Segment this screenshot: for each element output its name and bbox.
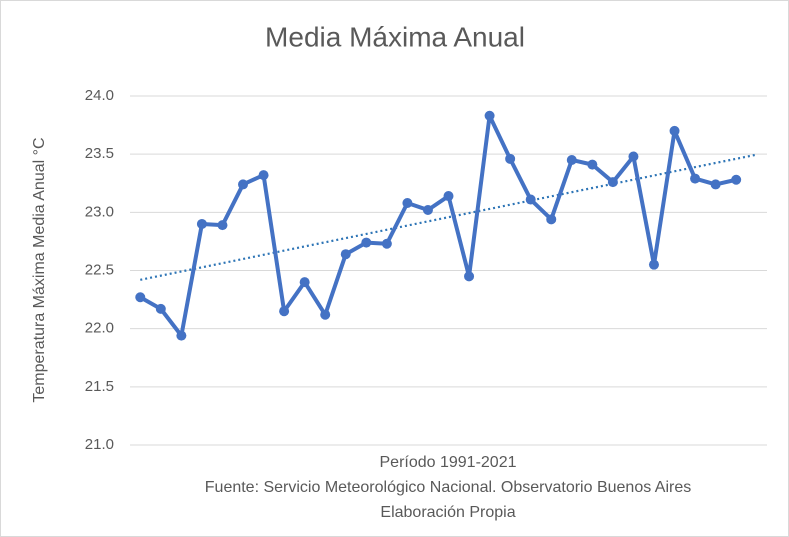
chart-title: Media Máxima Anual	[265, 21, 525, 52]
y-tick-label: 22.5	[85, 261, 114, 278]
data-point	[340, 249, 351, 260]
data-point	[710, 179, 721, 190]
data-point	[484, 110, 495, 121]
data-point	[422, 205, 433, 216]
data-point	[176, 330, 187, 341]
data-point	[361, 237, 372, 248]
data-point	[299, 277, 310, 288]
data-point	[464, 271, 475, 282]
data-point	[135, 292, 146, 303]
data-point	[217, 220, 228, 231]
y-tick-label: 21.0	[85, 436, 114, 453]
data-point	[628, 151, 639, 162]
data-point	[505, 153, 516, 164]
y-tick-label: 23.0	[85, 203, 114, 220]
data-point	[196, 218, 207, 229]
data-point	[669, 125, 680, 136]
data-point	[238, 179, 249, 190]
y-axis-label: Temperatura Máxima Media Anual °C	[31, 137, 48, 402]
data-point	[546, 214, 557, 225]
data-point	[731, 174, 742, 185]
data-point	[258, 170, 269, 181]
data-point	[155, 303, 166, 314]
y-tick-label: 21.5	[85, 378, 114, 395]
x-axis-label: Fuente: Servicio Meteorológico Nacional.…	[205, 479, 691, 496]
x-axis-label: Elaboración Propia	[380, 504, 515, 521]
data-point	[648, 259, 659, 270]
data-point	[279, 306, 290, 317]
data-point	[566, 154, 577, 165]
data-point	[525, 194, 536, 205]
data-point	[587, 159, 598, 170]
data-point	[607, 177, 618, 188]
y-tick-label: 22.0	[85, 320, 114, 337]
data-line	[139, 113, 737, 338]
data-point	[402, 198, 413, 209]
data-point	[443, 191, 454, 202]
y-tick-label: 23.5	[85, 145, 114, 162]
data-point	[690, 173, 701, 184]
x-axis-label: Período 1991-2021	[380, 454, 517, 471]
y-tick-label: 24.0	[85, 87, 114, 104]
data-point	[320, 309, 331, 320]
data-point	[381, 238, 392, 249]
